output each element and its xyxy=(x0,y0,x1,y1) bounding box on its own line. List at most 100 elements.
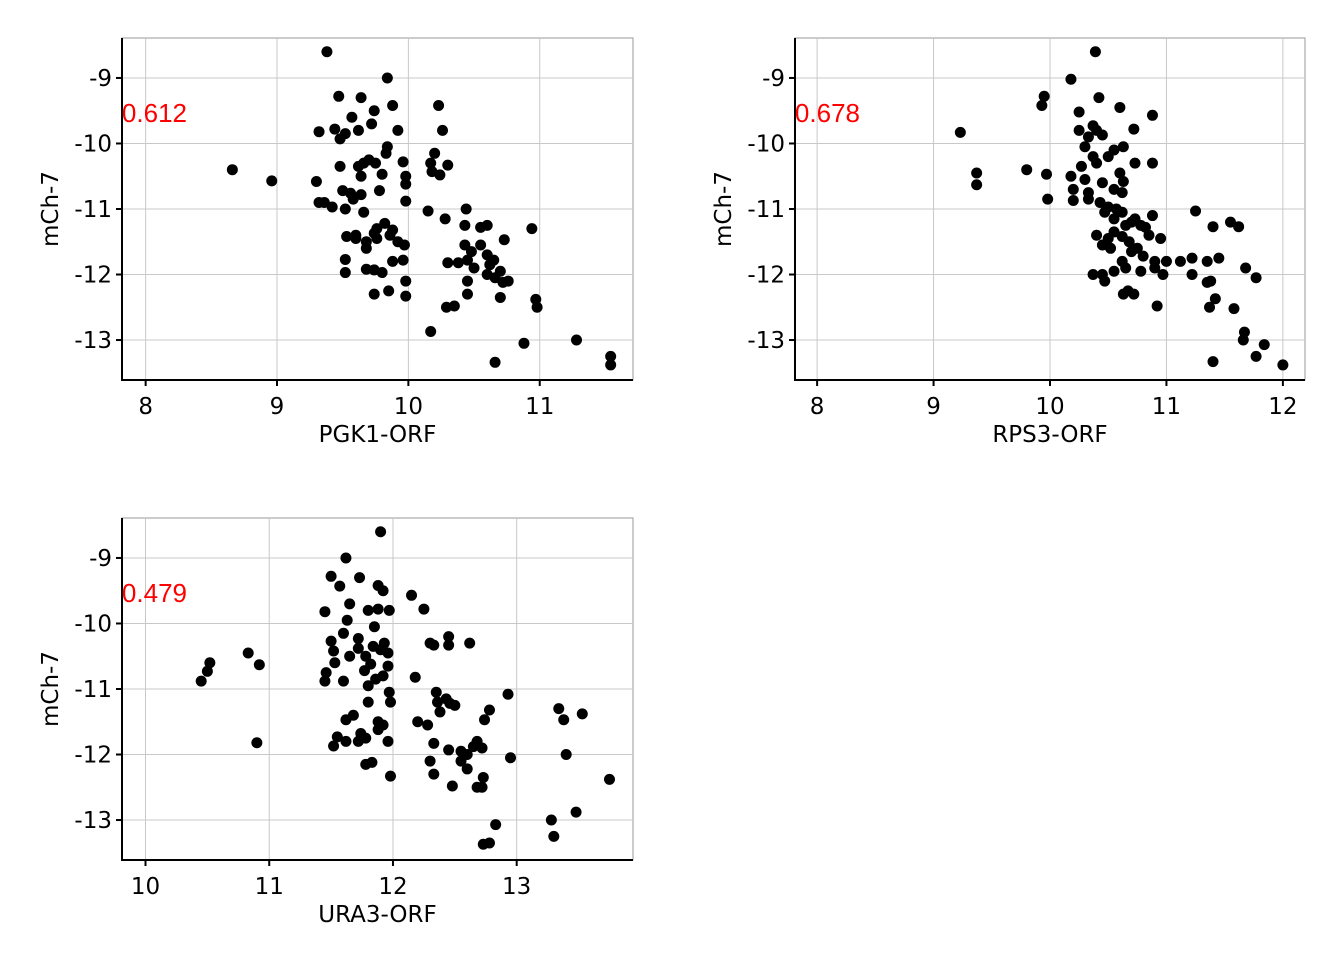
point xyxy=(400,275,412,287)
point xyxy=(1123,236,1135,248)
x-tick-label: 11 xyxy=(255,874,284,900)
point xyxy=(1277,359,1289,371)
point xyxy=(439,213,451,225)
x-tick-label: 9 xyxy=(270,394,285,420)
panel: -9 -10 -11 -12 -13 10 11 12 13 0.479 URA3-ORF mCh-7 xyxy=(38,517,634,928)
point xyxy=(576,708,588,720)
point xyxy=(360,650,372,662)
point xyxy=(1146,157,1158,169)
point xyxy=(448,300,460,312)
point xyxy=(377,670,389,682)
point xyxy=(341,614,353,626)
panel: -9 -10 -11 -12 -13 8 9 10 11 0.612 PGK1-ORF mCh-7 xyxy=(38,37,634,448)
point xyxy=(1129,157,1141,169)
annotation: 0.678 xyxy=(795,98,860,128)
point xyxy=(334,580,346,592)
point xyxy=(359,665,371,677)
point xyxy=(430,686,442,698)
point xyxy=(461,275,473,287)
x-tick-label: 10 xyxy=(394,394,423,420)
point xyxy=(1108,226,1120,238)
point xyxy=(1209,293,1221,305)
point xyxy=(434,706,446,718)
point xyxy=(355,92,367,104)
point xyxy=(428,737,440,749)
point xyxy=(1128,288,1140,300)
y-axis-title: mCh-7 xyxy=(711,171,737,247)
point xyxy=(319,675,331,687)
point xyxy=(1108,213,1120,225)
point xyxy=(387,255,399,267)
point xyxy=(383,604,395,616)
panel: -9 -10 -11 -12 -13 8 9 10 11 12 0.678 RPS3-ORF mCh-7 xyxy=(711,37,1306,448)
point xyxy=(334,133,346,145)
y-tick-label: -12 xyxy=(747,263,785,289)
point xyxy=(373,185,385,197)
point xyxy=(488,254,500,266)
point xyxy=(383,285,395,297)
point xyxy=(355,170,367,182)
point xyxy=(971,167,983,179)
point xyxy=(339,267,351,279)
point xyxy=(548,830,560,842)
point xyxy=(1079,174,1091,186)
point xyxy=(526,223,538,235)
point xyxy=(464,637,476,649)
point xyxy=(1207,221,1219,233)
point xyxy=(481,219,493,231)
point xyxy=(1117,141,1129,153)
point xyxy=(1041,168,1053,180)
point xyxy=(1114,167,1126,179)
point xyxy=(1091,157,1103,169)
point xyxy=(368,105,380,117)
point xyxy=(352,160,364,172)
point xyxy=(1094,196,1106,208)
y-tick-label: -11 xyxy=(74,197,112,223)
point xyxy=(1204,301,1216,313)
point xyxy=(251,737,263,749)
point xyxy=(350,232,362,244)
point xyxy=(363,154,375,166)
point xyxy=(1174,255,1186,267)
point xyxy=(392,124,404,136)
point xyxy=(483,837,495,849)
point xyxy=(1240,262,1252,274)
point xyxy=(266,175,278,187)
point xyxy=(310,175,322,187)
point xyxy=(489,356,501,368)
x-tick-label: 11 xyxy=(1152,394,1181,420)
point xyxy=(1160,255,1172,267)
point xyxy=(476,781,488,793)
point xyxy=(494,291,506,303)
point xyxy=(1120,262,1132,274)
point xyxy=(1089,46,1101,58)
point xyxy=(1087,269,1099,281)
point xyxy=(400,170,412,182)
point xyxy=(1038,90,1050,102)
point xyxy=(531,301,543,313)
y-tick-label: -10 xyxy=(747,131,785,157)
point xyxy=(465,246,477,258)
x-axis-title: RPS3-ORF xyxy=(992,422,1107,448)
point xyxy=(505,752,517,764)
point xyxy=(337,675,349,687)
point xyxy=(1233,221,1245,233)
point xyxy=(1067,183,1079,195)
x-tick-label: 8 xyxy=(138,394,153,420)
point xyxy=(326,201,338,213)
point xyxy=(460,203,472,215)
point xyxy=(1114,101,1126,113)
point xyxy=(418,603,430,615)
point xyxy=(545,814,557,826)
point xyxy=(360,758,372,770)
point xyxy=(387,99,399,111)
y-tick-label: -9 xyxy=(762,66,785,92)
point xyxy=(409,671,421,683)
point xyxy=(242,647,254,659)
point xyxy=(1082,193,1094,205)
annotation: 0.612 xyxy=(122,98,187,128)
point xyxy=(382,660,394,672)
point xyxy=(1190,205,1202,217)
point xyxy=(340,552,352,564)
